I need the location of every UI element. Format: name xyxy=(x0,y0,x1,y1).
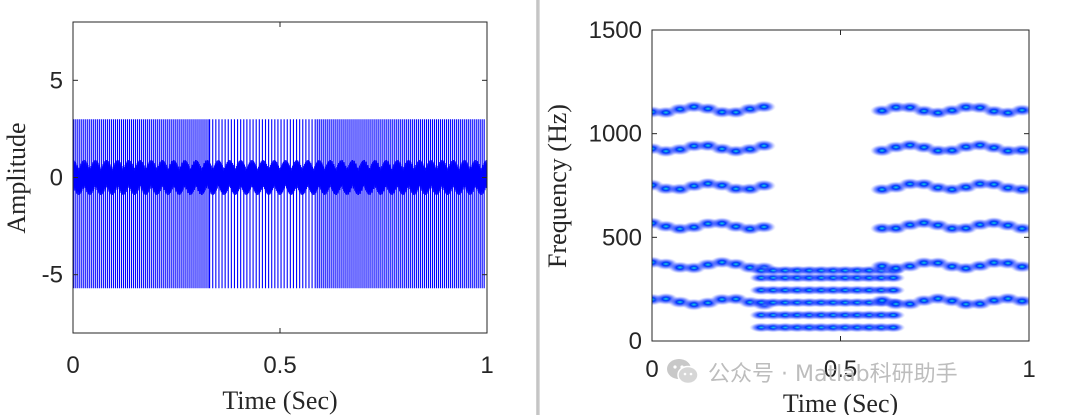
y-axis-label: Frequency (Hz) xyxy=(543,104,572,268)
spectral-peak xyxy=(881,322,906,333)
spectral-peak xyxy=(1010,183,1029,196)
x-tick-label: 0.5 xyxy=(824,356,857,383)
y-tick-label: 1500 xyxy=(589,17,642,44)
spectral-peak xyxy=(752,139,776,152)
spectrogram-panel: 0 0.5 1 0 500 1000 1500 Time (Sec) Frequency (Hz… xyxy=(540,0,1080,418)
spectral-peak xyxy=(752,100,776,113)
spectral-peak xyxy=(752,221,776,233)
y-tick-label: -5 xyxy=(42,262,63,289)
signal-spikes xyxy=(73,119,485,289)
spectral-peak xyxy=(1010,222,1029,235)
spectral-peak xyxy=(1010,260,1029,273)
spectral-peak xyxy=(752,179,776,192)
spectrogram-chart: 0 0.5 1 0 500 1000 1500 Time (Sec) Frequency (Hz… xyxy=(543,17,1036,418)
spectral-peak xyxy=(881,272,906,283)
y-tick-label: 500 xyxy=(602,224,642,251)
time-domain-panel: 0 0.5 1 -5 0 5 Time (Sec) Amplitude xyxy=(0,0,536,415)
x-tick-label: 0.5 xyxy=(263,352,296,379)
x-axis-label: Time (Sec) xyxy=(783,389,898,415)
x-axis-label: Time (Sec) xyxy=(222,386,337,415)
x-tick-label: 1 xyxy=(480,352,493,379)
spectrogram-layer xyxy=(652,100,1029,333)
spectral-peak xyxy=(881,285,906,296)
amplitude-chart: 0 0.5 1 -5 0 5 Time (Sec) Amplitude xyxy=(2,21,494,415)
spectral-peak xyxy=(1010,144,1029,157)
y-tick-label: 0 xyxy=(50,165,63,192)
panel-divider xyxy=(536,0,540,415)
x-tick-label: 0 xyxy=(645,356,658,383)
spectral-peak xyxy=(1010,295,1029,308)
signal-core xyxy=(72,160,488,195)
y-tick-label: 1000 xyxy=(589,121,642,148)
x-tick-label: 0 xyxy=(66,352,79,379)
x-tick-label: 1 xyxy=(1022,356,1035,383)
y-axis-label: Amplitude xyxy=(2,122,31,233)
y-tick-label: 0 xyxy=(629,328,642,355)
spectral-peak xyxy=(881,310,906,321)
y-tick-label: 5 xyxy=(50,67,63,94)
spectral-peak xyxy=(1010,104,1029,117)
